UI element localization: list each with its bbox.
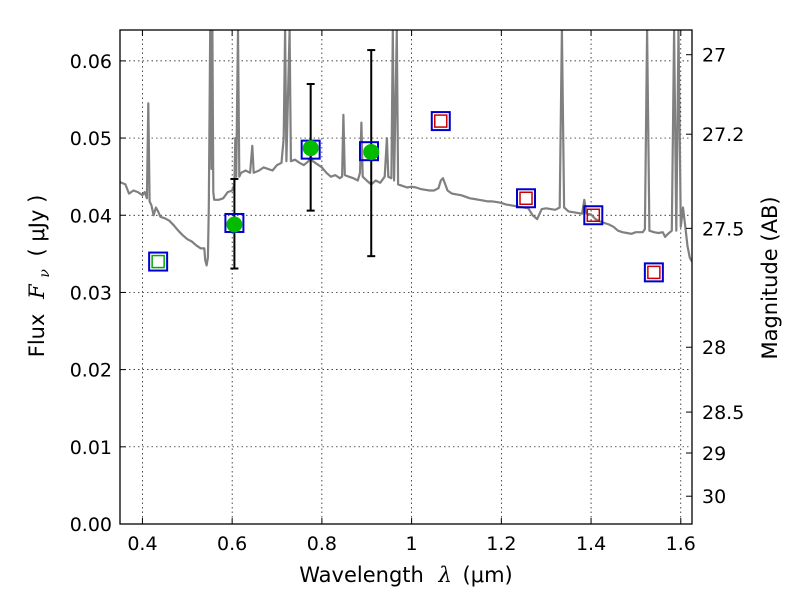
detection-point: [363, 143, 380, 160]
y-tick-label: 0.05: [70, 128, 112, 150]
x-tick-label: 0.8: [307, 533, 337, 555]
y2-tick-label: 28: [702, 337, 726, 359]
plot-frame: [119, 29, 693, 525]
detection-layer: [226, 140, 380, 233]
y2-tick-label: 27.5: [702, 218, 744, 240]
y-tick-label: 0.04: [70, 205, 112, 227]
y-tick-label: 0.00: [70, 514, 112, 536]
y-tick-label: 0.06: [70, 51, 112, 73]
model-point: [430, 111, 451, 132]
y-tick-label: 0.01: [70, 437, 112, 459]
model-point-layer: [148, 111, 664, 283]
model-point: [583, 205, 604, 226]
y-axis-label: Flux F ν ( μJy ): [25, 195, 54, 358]
x-tick-label: 1.6: [666, 533, 696, 555]
y2-tick-label: 30: [702, 486, 726, 508]
x-tick-label: 1.2: [486, 533, 516, 555]
errorbar-layer: [230, 49, 376, 270]
y2-tick-label: 28.5: [702, 402, 744, 424]
y-axis-ticks: 0.00 0.01 0.02 0.03 0.04 0.05 0.06: [70, 51, 126, 536]
y2-tick-label: 27.2: [702, 124, 744, 146]
x-axis-label: Wavelength λ (μm): [299, 563, 512, 587]
model-point: [516, 188, 537, 209]
x-tick-label: 1: [406, 533, 418, 555]
y2-tick-label: 27: [702, 45, 726, 67]
model-point: [148, 251, 169, 272]
detection-point: [226, 216, 243, 233]
x-axis-ticks: 0.4 0.6 0.8 1 1.2 1.4 1.6: [127, 30, 696, 555]
y2-axis-ticks: 27 27.2 27.5 28 28.5 29 30: [686, 45, 744, 508]
y2-axis-label: Magnitude (AB): [758, 196, 782, 359]
x-tick-label: 1.4: [576, 533, 606, 555]
y-tick-label: 0.02: [70, 360, 112, 382]
y2-tick-label: 29: [702, 443, 726, 465]
y-tick-label: 0.03: [70, 282, 112, 304]
x-tick-label: 0.6: [217, 533, 247, 555]
model-point: [643, 262, 664, 283]
x-tick-label: 0.4: [127, 533, 157, 555]
detection-point: [302, 140, 319, 157]
